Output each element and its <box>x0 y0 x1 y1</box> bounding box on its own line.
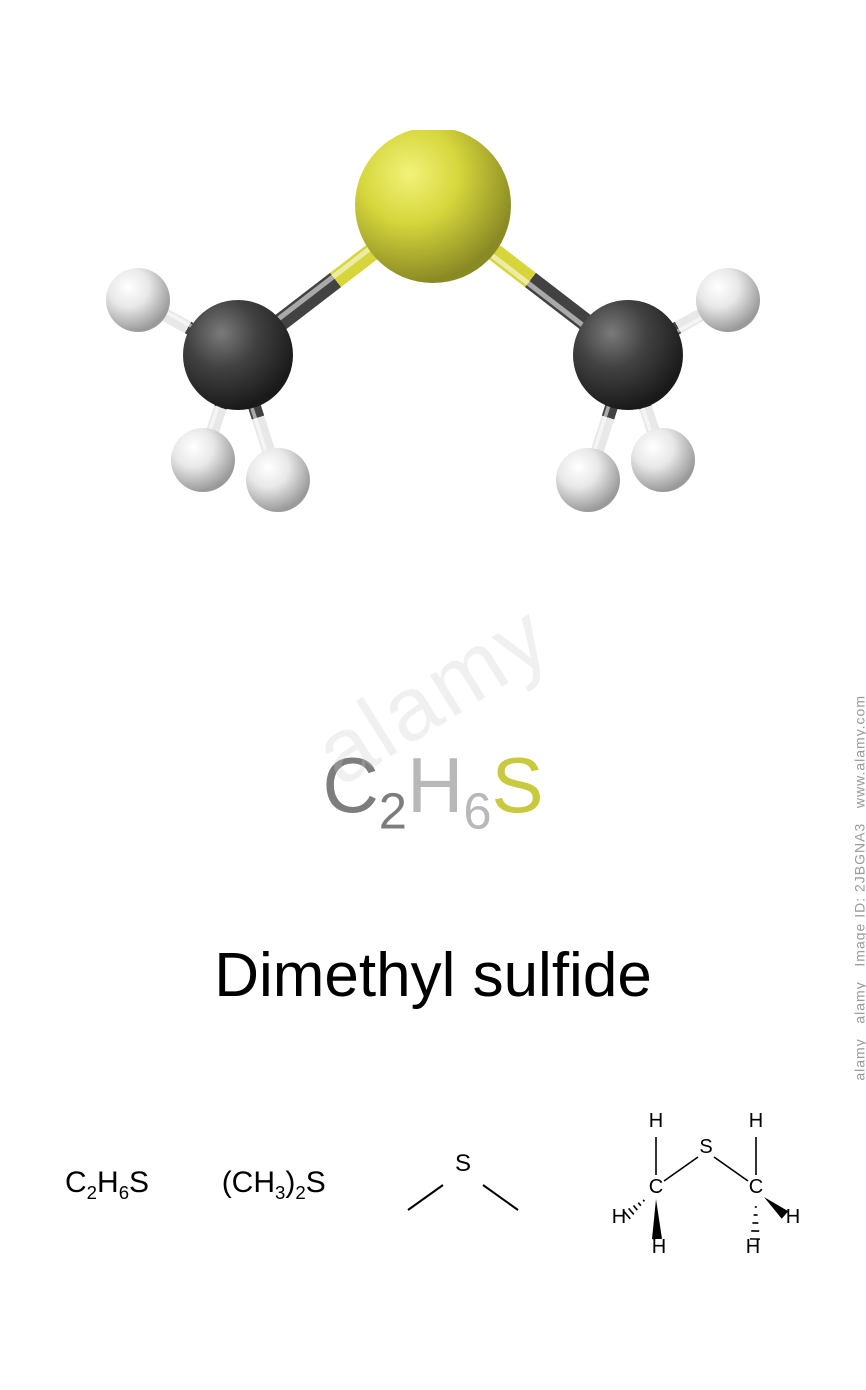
svg-text:H: H <box>652 1236 666 1258</box>
molecule-3d-model <box>83 130 783 580</box>
svg-text:H: H <box>612 1206 626 1228</box>
compound-name: Dimethyl sulfide <box>214 940 652 1011</box>
svg-text:C: C <box>649 1176 663 1198</box>
svg-text:S: S <box>455 1150 471 1177</box>
molecular-formula-colored: C2H6S <box>322 740 543 841</box>
svg-text:C: C <box>749 1176 763 1198</box>
molecular-formula-small: C2H6S <box>65 1166 149 1204</box>
formula-row: C2H6S (CH3)2S S SCCHHHHHH <box>0 1095 866 1275</box>
condensed-formula: (CH3)2S <box>222 1166 326 1204</box>
watermark-side: alamy alamy Image ID: 2JBGNA3 www.alamy.… <box>852 695 866 1081</box>
svg-text:H: H <box>649 1110 663 1132</box>
svg-text:S: S <box>699 1136 712 1158</box>
skeletal-formula: S <box>398 1145 528 1225</box>
svg-text:H: H <box>786 1206 800 1228</box>
structural-formula: SCCHHHHHH <box>601 1105 811 1265</box>
svg-text:H: H <box>749 1110 763 1132</box>
